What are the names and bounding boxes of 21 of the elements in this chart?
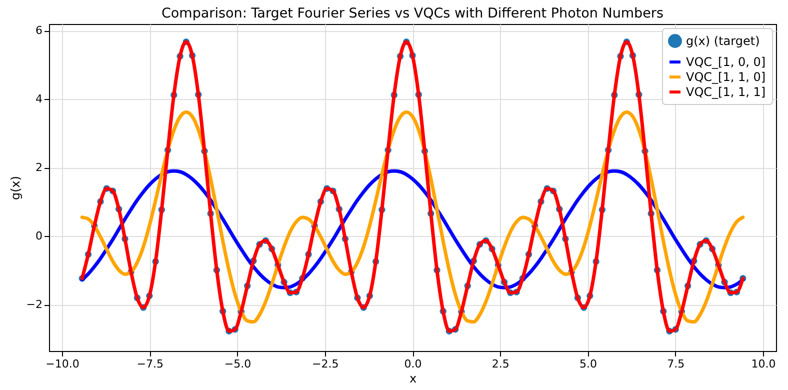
y-tick-label: −2 — [26, 298, 42, 312]
chart-title: Comparison: Target Fourier Series vs VQCs with Different Photon Numbers — [161, 6, 664, 22]
legend-label: VQC_[1, 1, 1] — [686, 85, 766, 99]
x-axis-title: x — [409, 372, 417, 386]
legend-label: VQC_[1, 1, 0] — [686, 70, 766, 84]
x-tick-label: 10.0 — [751, 358, 776, 370]
x-tick-label: 2.5 — [492, 358, 510, 370]
y-tick-label: 6 — [36, 24, 42, 38]
y-tick-label: 4 — [36, 92, 42, 106]
y-tick-label: 2 — [36, 161, 42, 174]
x-tick-label: −7.5 — [136, 358, 164, 370]
y-axis-title: g(x) — [8, 176, 22, 200]
x-tick-label: 5.0 — [580, 358, 598, 370]
y-tick-label: 0 — [36, 230, 42, 243]
x-tick-label: 7.5 — [667, 358, 685, 370]
x-tick-label: −2.5 — [312, 358, 339, 370]
x-tick-label: −5.0 — [224, 358, 252, 370]
legend-label: g(x) (target) — [686, 34, 760, 48]
x-tick-label: −10.0 — [46, 358, 80, 370]
legend-label: VQC_[1, 0, 0] — [686, 55, 766, 69]
x-tick-label: 0.0 — [404, 358, 422, 370]
